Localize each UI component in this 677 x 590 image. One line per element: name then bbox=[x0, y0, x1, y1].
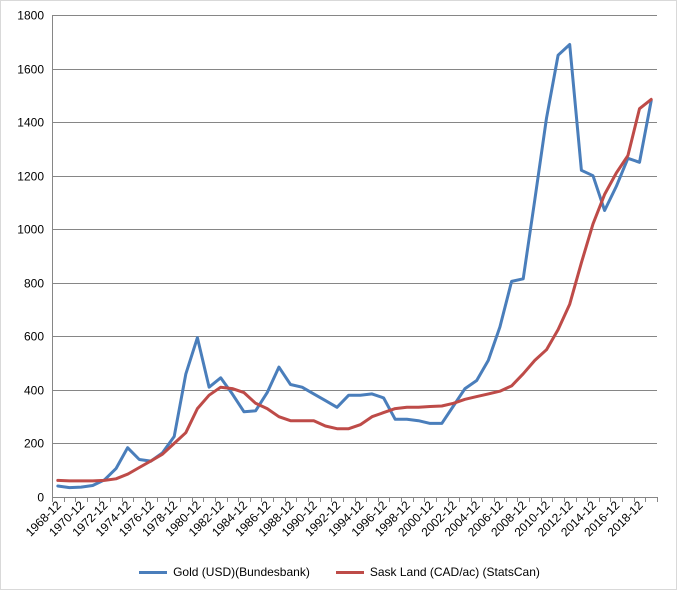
y-axis: 0 200 400 600 800 1000 1200 1400 1600 1800 bbox=[17, 9, 53, 505]
y-tick-label: 1800 bbox=[17, 9, 44, 23]
legend-label-gold: Gold (USD)(Bundesbank) bbox=[173, 565, 310, 579]
y-tick-label: 0 bbox=[37, 491, 44, 505]
legend: Gold (USD)(Bundesbank) Sask Land (CAD/ac… bbox=[1, 563, 677, 581]
y-tick-label: 200 bbox=[24, 437, 44, 451]
y-tick-label: 400 bbox=[24, 384, 44, 398]
series-line-gold bbox=[56, 43, 653, 490]
line-chart: 0 200 400 600 800 1000 1200 1400 1600 1800 1968-1… bbox=[17, 9, 658, 539]
y-tick-label: 1600 bbox=[17, 63, 44, 77]
legend-item-sask-land: Sask Land (CAD/ac) (StatsCan) bbox=[335, 565, 540, 579]
legend-swatch-sask-land bbox=[335, 570, 364, 574]
x-axis: 1968-121970-121972-121974-121976-121978-… bbox=[23, 497, 658, 539]
y-tick-label: 800 bbox=[24, 277, 44, 291]
y-tick-label: 1200 bbox=[17, 170, 44, 184]
series-lines bbox=[56, 43, 653, 490]
series-line-sask-land bbox=[56, 97, 653, 483]
legend-label-sask-land: Sask Land (CAD/ac) (StatsCan) bbox=[369, 565, 540, 579]
legend-swatch-gold bbox=[139, 570, 168, 574]
legend-item-gold: Gold (USD)(Bundesbank) bbox=[139, 565, 310, 579]
y-tick-label: 1400 bbox=[17, 116, 44, 130]
y-tick-label: 600 bbox=[24, 330, 44, 344]
gridlines bbox=[52, 15, 657, 444]
y-tick-label: 1000 bbox=[17, 223, 44, 237]
